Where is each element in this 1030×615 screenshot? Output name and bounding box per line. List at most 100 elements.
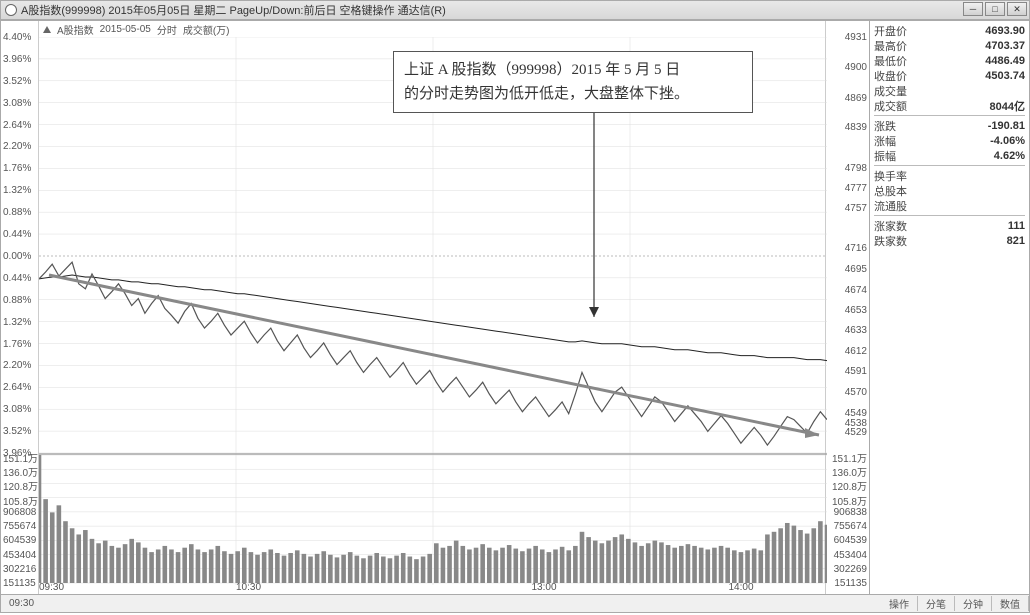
info-row: 最高价4703.37 [874, 38, 1025, 53]
vol-tick-left: 120.8万 [832, 478, 867, 493]
window-title: A股指数(999998) 2015年05月05日 星期二 PageUp/Down… [21, 2, 446, 18]
info-label: 总股本 [874, 183, 907, 199]
price-tick: 4798 [845, 163, 867, 174]
chart-area: 4931490048694839479847774757471646954674… [0, 20, 870, 595]
vol-tick-right: 604539 [3, 535, 36, 546]
price-tick: 4695 [845, 264, 867, 275]
info-label: 最低价 [874, 53, 907, 69]
info-row: 收盘价4503.74 [874, 68, 1025, 83]
vol-tick-left: 906838 [834, 507, 867, 518]
pct-tick: 2.64% [3, 120, 31, 131]
price-tick: 4839 [845, 122, 867, 133]
info-row: 涨家数 111 [874, 218, 1025, 233]
info-value: 8044亿 [990, 98, 1025, 114]
minimize-button[interactable]: ─ [963, 2, 983, 16]
status-segment[interactable]: 分笔 [918, 596, 955, 611]
annotation-line1: 上证 A 股指数（999998）2015 年 5 月 5 日 [404, 58, 742, 82]
info-value: -4.06% [990, 135, 1025, 147]
status-bar: 09:30 操作分笔分钟数值 [0, 595, 1030, 613]
pct-tick: 2.20% [3, 360, 31, 371]
pct-tick: 0.88% [3, 295, 31, 306]
info-row: 涨跌 -190.81 [874, 118, 1025, 133]
vol-tick-left: 453404 [834, 550, 867, 561]
index-extra: 成交额(万) [183, 22, 230, 37]
price-tick: 4757 [845, 203, 867, 214]
price-tick: 4570 [845, 387, 867, 398]
price-tick: 4591 [845, 366, 867, 377]
index-type: 分时 [157, 22, 177, 37]
close-button[interactable]: ✕ [1007, 2, 1027, 16]
pct-tick: 2.20% [3, 141, 31, 152]
info-value: 4.62% [994, 150, 1025, 162]
status-segment[interactable]: 分钟 [955, 596, 992, 611]
status-segment[interactable]: 操作 [881, 596, 918, 611]
pct-tick: 1.32% [3, 317, 31, 328]
time-tick: 09:30 [39, 582, 64, 593]
info-row: 换手率 [874, 168, 1025, 183]
info-label: 振幅 [874, 148, 896, 164]
pct-tick: 0.44% [3, 273, 31, 284]
price-tick: 4777 [845, 183, 867, 194]
price-tick: 4549 [845, 408, 867, 419]
chart-canvas[interactable]: A股指数 2015-05-05 分时 成交额(万) 上证 A 股指数（99999… [39, 21, 825, 594]
up-triangle-icon [43, 26, 51, 33]
pct-tick: 2.64% [3, 382, 31, 393]
info-value: 4703.37 [985, 40, 1025, 52]
time-tick: 10:30 [236, 582, 261, 593]
price-tick: 4674 [845, 285, 867, 296]
pct-tick: 4.40% [3, 32, 31, 43]
vol-tick-right: 302216 [3, 564, 36, 575]
info-panel: 开盘价4693.90最高价4703.37最低价4486.49收盘价4503.74… [870, 20, 1030, 595]
window-controls: ─ □ ✕ [963, 2, 1027, 16]
time-tick: 13:00 [532, 582, 557, 593]
maximize-button[interactable]: □ [985, 2, 1005, 16]
info-label: 流通股 [874, 198, 907, 214]
vol-tick-right: 453404 [3, 550, 36, 561]
info-label: 涨家数 [874, 218, 907, 234]
pct-tick: 3.52% [3, 426, 31, 437]
info-row: 跌家数821 [874, 233, 1025, 248]
vol-tick-right: 120.8万 [3, 478, 38, 493]
time-tick: 14:00 [729, 582, 754, 593]
price-tick: 4612 [845, 346, 867, 357]
status-segment[interactable]: 数值 [992, 596, 1029, 611]
vol-tick-left: 151.1万 [832, 450, 867, 465]
vol-tick-right: 906808 [3, 507, 36, 518]
status-time: 09:30 [1, 595, 42, 612]
vol-tick-left: 302269 [834, 564, 867, 575]
price-tick: 4653 [845, 305, 867, 316]
price-tick: 4633 [845, 325, 867, 336]
pct-tick: 0.88% [3, 207, 31, 218]
info-row: 涨幅 -4.06% [874, 133, 1025, 148]
info-label: 涨跌 [874, 118, 896, 134]
info-label: 成交量 [874, 83, 907, 99]
pct-tick: 0.44% [3, 229, 31, 240]
vol-tick-right: 151135 [3, 578, 36, 589]
pct-tick: 3.08% [3, 98, 31, 109]
window-title-bar: A股指数(999998) 2015年05月05日 星期二 PageUp/Down… [0, 0, 1030, 20]
chart-sub-header: A股指数 2015-05-05 分时 成交额(万) [39, 21, 825, 37]
vol-tick-right: 136.0万 [3, 464, 38, 479]
info-value: 4693.90 [985, 25, 1025, 37]
info-row: 成交量 [874, 83, 1025, 98]
info-value: 111 [1008, 220, 1025, 232]
vol-tick-right: 105.8万 [3, 493, 38, 508]
info-label: 跌家数 [874, 233, 907, 249]
index-date: 2015-05-05 [100, 24, 151, 35]
info-row: 最低价4486.49 [874, 53, 1025, 68]
pct-tick: 1.76% [3, 163, 31, 174]
index-name: A股指数 [57, 22, 94, 37]
chart-svg [39, 37, 827, 585]
info-row: 成交额8044亿 [874, 98, 1025, 113]
pct-tick: 1.32% [3, 185, 31, 196]
pct-tick: 3.96% [3, 54, 31, 65]
price-tick: 4900 [845, 62, 867, 73]
vol-tick-left: 604539 [834, 535, 867, 546]
pct-tick: 3.52% [3, 76, 31, 87]
info-row: 振幅 4.62% [874, 148, 1025, 163]
info-row: 总股本 [874, 183, 1025, 198]
price-tick: 4716 [845, 243, 867, 254]
pct-tick: 0.00% [3, 251, 31, 262]
info-value: -190.81 [988, 120, 1025, 132]
info-label: 涨幅 [874, 133, 896, 149]
